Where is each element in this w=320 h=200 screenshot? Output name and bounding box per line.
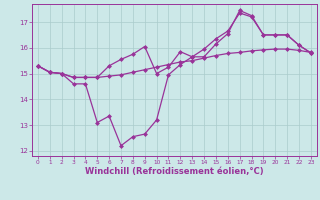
X-axis label: Windchill (Refroidissement éolien,°C): Windchill (Refroidissement éolien,°C) <box>85 167 264 176</box>
